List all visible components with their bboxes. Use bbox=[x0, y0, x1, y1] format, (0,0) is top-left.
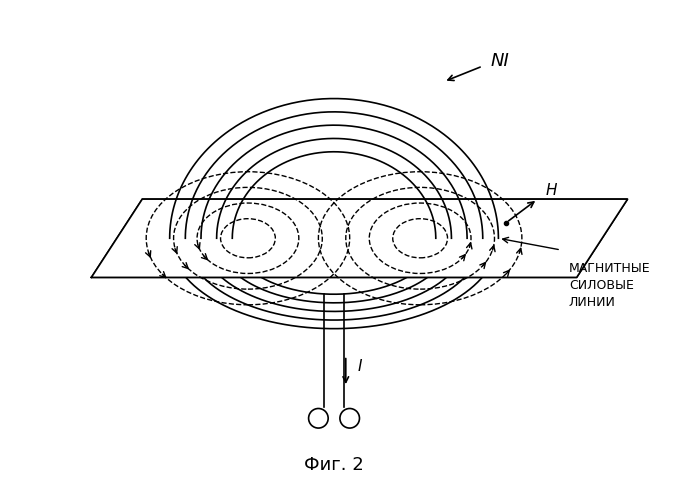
Polygon shape bbox=[92, 199, 627, 278]
Text: Фиг. 2: Фиг. 2 bbox=[304, 456, 364, 474]
Text: NI: NI bbox=[491, 52, 509, 70]
Circle shape bbox=[340, 408, 359, 428]
Text: H: H bbox=[545, 183, 557, 198]
Text: I: I bbox=[357, 360, 362, 374]
Text: МАГНИТНЫЕ
СИЛОВЫЕ
ЛИНИИ: МАГНИТНЫЕ СИЛОВЫЕ ЛИНИИ bbox=[569, 262, 651, 308]
Circle shape bbox=[309, 408, 328, 428]
